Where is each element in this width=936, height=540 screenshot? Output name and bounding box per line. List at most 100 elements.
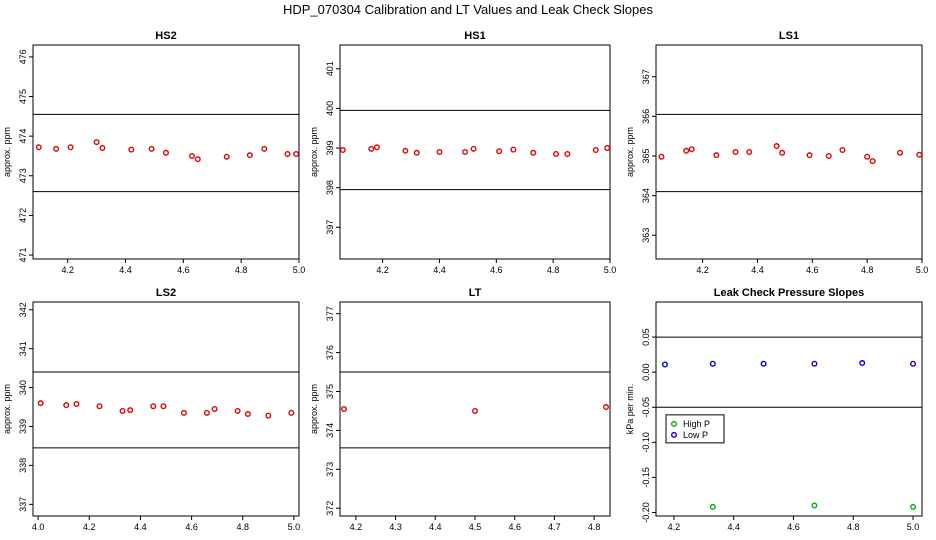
data-point [553,150,560,157]
data-point [683,147,690,154]
data-point [864,153,871,160]
data-point [604,145,611,152]
y-tick-label: 473 [18,168,28,183]
x-tick-label: 4.4 [433,265,446,275]
y-axis-label: approx. ppm [2,127,12,177]
data-point [234,407,241,414]
y-tick-label: 365 [641,148,651,163]
data-point [436,148,443,155]
data-point [293,150,300,157]
panel-title: LS1 [779,30,799,42]
data-point [916,151,923,158]
data-point [148,145,155,152]
data-point [160,403,167,410]
point-low-p [760,360,767,367]
y-tick-label: -0.10 [641,432,651,453]
y-tick-label: 475 [18,89,28,104]
data-point [779,149,786,156]
x-tick-label: 4.4 [429,522,442,532]
y-tick-label: 399 [325,141,335,156]
x-tick-label: 4.2 [376,265,389,275]
y-tick-label: 0.05 [641,328,651,346]
x-tick-label: 4.8 [547,265,560,275]
point-low-p [859,360,866,367]
data-point [564,150,571,157]
y-tick-label: 401 [325,61,335,76]
y-tick-label: 376 [325,345,335,360]
data-point [288,409,295,416]
y-tick-label: 400 [325,101,335,116]
panel-0: HS2 4.2 4.4 4.6 4.8 5.0 471 472 473 474 475 476 appr… [2,30,305,275]
x-tick-label: 4.6 [508,522,521,532]
x-tick-label: 4.8 [588,522,601,532]
data-point [340,406,347,413]
data-point [496,148,503,155]
data-point [162,149,169,156]
data-point [462,148,469,155]
panel-3: LS2 4.0 4.2 4.4 4.6 4.8 5.0 337 338 339 340 341 342 a… [2,287,300,532]
data-point [265,412,272,419]
legend-label: High P [683,419,710,429]
data-point [746,148,753,155]
y-tick-label: 377 [325,306,335,321]
y-tick-label: 364 [641,188,651,203]
y-tick-label: 367 [641,69,651,84]
y-tick-label: 341 [18,341,28,356]
y-tick-label: 398 [325,180,335,195]
x-tick-label: 4.7 [548,522,561,532]
x-tick-label: 4.8 [236,522,249,532]
y-axis-label: kPa per min. [625,384,635,435]
data-point [688,146,695,153]
y-tick-label: -0.20 [641,502,651,523]
data-point [839,147,846,154]
y-tick-label: 372 [325,501,335,516]
data-point [869,158,876,165]
data-point [180,409,187,416]
data-point [93,139,100,146]
y-axis-label: approx. ppm [625,127,635,177]
y-tick-label: 375 [325,384,335,399]
data-point [825,152,832,159]
x-tick-label: 4.6 [490,265,503,275]
data-point [368,145,375,152]
data-point [773,143,780,150]
panel-4: LT 4.2 4.3 4.4 4.5 4.6 4.7 4.8 372 373 374 375 376 37… [309,287,611,532]
data-point [413,149,420,156]
legend-symbol [671,431,678,438]
data-point [284,150,291,157]
x-tick-label: 5.0 [293,265,306,275]
data-point [127,407,134,414]
panel-title: HS2 [155,30,176,42]
plot-frame [32,44,300,260]
point-low-p [709,360,716,367]
data-point [713,152,720,159]
x-tick-label: 4.8 [235,265,248,275]
data-point [658,153,665,160]
panel-title: LT [469,287,482,299]
data-point [53,145,60,152]
y-tick-label: 471 [18,248,28,263]
x-tick-label: 4.2 [83,522,96,532]
data-point [194,156,201,163]
data-point [470,145,477,152]
data-point [96,403,103,410]
data-point [67,144,74,151]
y-tick-label: 337 [18,497,28,512]
x-tick-label: 4.2 [696,265,709,275]
data-point [603,404,610,411]
x-tick-label: 4.6 [177,265,190,275]
data-point [244,411,251,418]
panel-5: Leak Check Pressure Slopes 4.2 4.4 4.6 4.8 5.… [625,287,923,532]
x-tick-label: 4.6 [806,265,819,275]
y-tick-label: 474 [18,129,28,144]
legend-symbol [671,420,678,427]
y-tick-label: 366 [641,109,651,124]
panel-title: LS2 [156,287,176,299]
data-point [373,144,380,151]
y-axis-label: approx. ppm [309,384,319,434]
data-point [339,147,346,154]
data-point [150,403,157,410]
data-point [73,400,80,407]
data-point [806,152,813,159]
data-point [99,145,106,152]
